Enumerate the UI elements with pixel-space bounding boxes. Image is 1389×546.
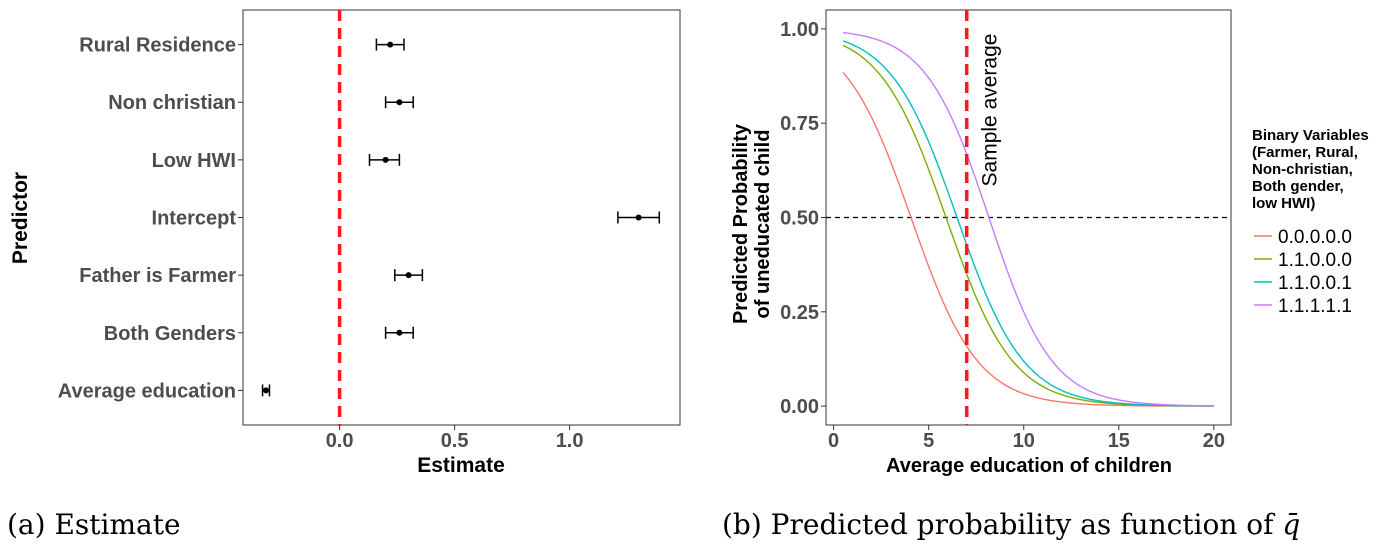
legend-label: 1.1.1.1.1 — [1278, 296, 1352, 317]
panel-b-caption-symbol: q̄ — [1282, 508, 1300, 541]
legend: Binary Variables(Farmer, Rural,Non-chris… — [1252, 127, 1369, 317]
panel-b-curves — [842, 31, 1214, 407]
x-tick-label: 0 — [828, 430, 839, 452]
x-tick-label: 20 — [1203, 430, 1225, 452]
panel-a-y-tick-labels: Rural Residence Non christian Low HWI Inter… — [58, 35, 237, 403]
y-tick-label: 0.50 — [780, 208, 819, 230]
x-tick-label: 0.5 — [441, 430, 469, 452]
legend-label: 0.0.0.0.0 — [1278, 227, 1352, 248]
estimate-point — [405, 272, 412, 279]
x-tick-label: 15 — [1108, 430, 1130, 452]
panel-b-y-axis-title-line1: Predicted Probability — [730, 123, 752, 324]
panel-a-x-ticks: 0.0 0.5 1.0 — [326, 425, 584, 452]
panel-b-x-axis-title: Average education of children — [886, 455, 1172, 477]
panel-a-frame — [242, 9, 681, 426]
y-tick-label: 1.00 — [780, 19, 819, 41]
legend-title-line: Binary Variables — [1252, 127, 1369, 144]
panel-a-x-axis-title: Estimate — [417, 454, 505, 477]
predictor-label: Non christian — [108, 92, 236, 114]
curve-1.1.1.1.1 — [843, 31, 1214, 407]
estimate-point — [635, 214, 642, 221]
predictor-label: Low HWI — [152, 150, 236, 172]
panel-b-caption-text: (b) Predicted probability as function of — [722, 508, 1282, 541]
estimate-point — [263, 387, 269, 394]
panel-b-x-ticks: 0 5 10 15 20 — [828, 425, 1225, 452]
curve-1.1.0.0.0 — [842, 44, 1214, 407]
predictor-label: Both Genders — [104, 323, 236, 345]
panel-a-estimates — [261, 38, 661, 397]
y-tick-label: 0.25 — [780, 302, 819, 324]
legend-title: Binary Variables(Farmer, Rural,Non-chris… — [1252, 127, 1369, 212]
panel-b-y-axis-title: Predicted Probability of uneducated chil… — [730, 123, 774, 324]
legend-title-line: Non-christian, — [1252, 161, 1353, 178]
x-tick-label: 5 — [923, 430, 934, 452]
y-tick-label: 0.00 — [780, 396, 819, 418]
panel-b: Sample average 0.00 0.25 0.50 0.75 1.00 0 5 10… — [722, 9, 1369, 541]
predictor-label: Father is Farmer — [79, 265, 236, 287]
panel-a-y-ticks — [238, 44, 243, 391]
panel-b-y-ticks: 0.00 0.25 0.50 0.75 1.00 — [780, 19, 826, 418]
legend-title-line: low HWI) — [1252, 195, 1315, 212]
y-tick-label: 0.75 — [780, 113, 819, 135]
predictor-label: Rural Residence — [79, 35, 236, 57]
predictor-label: Average education — [58, 380, 236, 402]
panel-a-y-axis-title: Predictor — [9, 172, 32, 264]
panel-a: Rural Residence Non christian Low HWI Inter… — [7, 9, 681, 541]
x-tick-label: 0.0 — [326, 430, 354, 452]
panel-a-caption: (a) Estimate — [7, 508, 181, 541]
estimate-point — [387, 41, 394, 48]
predictor-label: Intercept — [152, 208, 237, 230]
legend-label: 1.1.0.0.0 — [1278, 250, 1352, 271]
legend-title-line: (Farmer, Rural, — [1252, 144, 1358, 161]
estimate-point — [382, 156, 389, 163]
estimate-point — [396, 99, 403, 106]
sample-average-label: Sample average — [979, 34, 1002, 187]
x-tick-label: 10 — [1013, 430, 1035, 452]
legend-label: 1.1.0.0.1 — [1278, 273, 1352, 294]
curve-0.0.0.0.0 — [842, 72, 1214, 407]
legend-title-line: Both gender, — [1252, 178, 1344, 195]
panel-b-y-axis-title-line2: of uneducated child — [752, 130, 774, 319]
panel-b-caption: (b) Predicted probability as function of… — [722, 508, 1300, 541]
legend-items: 0.0.0.0.01.1.0.0.01.1.0.0.11.1.1.1.1 — [1254, 227, 1352, 317]
x-tick-label: 1.0 — [556, 430, 584, 452]
estimate-point — [396, 329, 403, 336]
curve-1.1.0.0.1 — [842, 40, 1214, 407]
